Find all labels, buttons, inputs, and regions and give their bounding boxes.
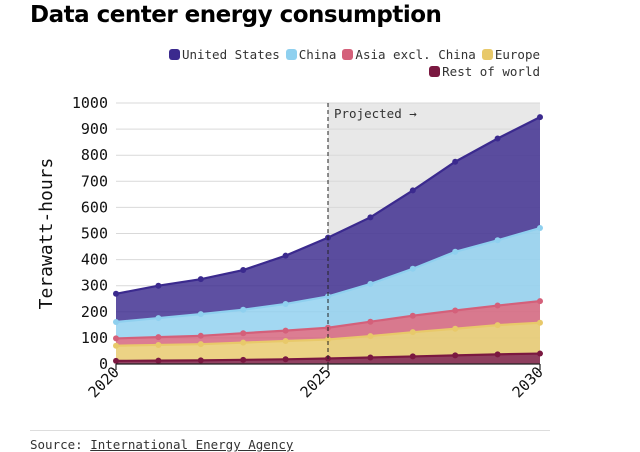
legend-item-asia-excl-china: Asia excl. China [342, 47, 476, 62]
point-rest-of-world-2021 [155, 357, 162, 364]
legend-swatch-china [285, 49, 297, 60]
point-china-2025 [325, 293, 331, 300]
y-tick-label-600: 600 [81, 198, 108, 216]
point-asia-excl-china-2029 [494, 302, 501, 309]
y-tick-label-100: 100 [81, 329, 108, 347]
point-china-2024 [282, 300, 289, 307]
y-axis-title: Terawatt-hours [36, 158, 57, 310]
y-tick-label-800: 800 [81, 146, 108, 164]
point-china-2020 [113, 318, 119, 325]
point-rest-of-world-2028 [452, 352, 459, 359]
point-asia-excl-china-2030 [537, 298, 543, 305]
point-asia-excl-china-2021 [155, 334, 162, 341]
point-europe-2030 [537, 319, 543, 326]
source-label: Source: [30, 437, 83, 452]
legend-item-united-states: United States [168, 47, 280, 62]
point-rest-of-world-2030 [537, 350, 543, 357]
point-europe-2029 [494, 322, 501, 329]
point-rest-of-world-2022 [197, 357, 204, 364]
y-tick-label-700: 700 [81, 172, 108, 190]
point-rest-of-world-2026 [367, 354, 374, 361]
chart-legend: United States China Asia excl. China Eur… [110, 46, 540, 80]
point-rest-of-world-2020 [113, 357, 119, 364]
point-china-2030 [537, 225, 543, 232]
source-note: Source: International Energy Agency [30, 437, 293, 452]
legend-item-china: China [285, 47, 337, 62]
legend-label-rest-of-world: Rest of world [442, 64, 540, 79]
legend-item-europe: Europe [481, 47, 540, 62]
point-europe-2020 [113, 342, 119, 349]
y-tick-label-200: 200 [81, 303, 108, 321]
point-asia-excl-china-2022 [197, 332, 204, 339]
point-asia-excl-china-2026 [367, 318, 374, 325]
point-asia-excl-china-2027 [409, 312, 416, 319]
point-china-2029 [494, 237, 501, 244]
point-europe-2026 [367, 333, 374, 340]
point-united-states-2022 [197, 276, 204, 283]
source-link[interactable]: International Energy Agency [90, 437, 294, 452]
point-china-2023 [240, 306, 247, 313]
point-europe-2021 [155, 341, 162, 348]
point-china-2021 [155, 315, 162, 322]
x-tick-label-2025: 2025 [297, 363, 335, 401]
legend-label-asia-excl-china: Asia excl. China [355, 47, 476, 62]
legend-swatch-united-states [168, 49, 180, 60]
point-rest-of-world-2024 [282, 356, 289, 363]
legend-label-china: China [298, 47, 337, 62]
point-united-states-2028 [452, 158, 459, 165]
legend-swatch-asia-excl-china [342, 49, 354, 60]
y-tick-label-0: 0 [99, 355, 108, 373]
chart-title: Data center energy consumption [30, 2, 442, 28]
point-rest-of-world-2023 [240, 356, 247, 363]
point-asia-excl-china-2024 [282, 327, 289, 334]
y-tick-label-900: 900 [81, 120, 108, 138]
point-europe-2023 [240, 339, 247, 346]
legend-label-united-states: United States [181, 47, 280, 62]
point-china-2028 [452, 248, 459, 255]
point-united-states-2026 [367, 214, 374, 221]
point-asia-excl-china-2020 [113, 335, 119, 342]
projected-label: Projected → [334, 106, 417, 121]
area-china [116, 228, 540, 339]
point-europe-2022 [197, 341, 204, 348]
point-united-states-2023 [240, 267, 247, 274]
legend-swatch-europe [481, 49, 493, 60]
point-united-states-2027 [409, 187, 416, 194]
point-asia-excl-china-2023 [240, 330, 247, 337]
point-rest-of-world-2029 [494, 351, 501, 358]
point-rest-of-world-2027 [409, 353, 416, 360]
point-united-states-2020 [113, 290, 119, 297]
point-europe-2027 [409, 329, 416, 336]
point-europe-2025 [325, 336, 331, 343]
point-asia-excl-china-2028 [452, 307, 459, 314]
point-united-states-2021 [155, 282, 162, 289]
y-tick-label-300: 300 [81, 277, 108, 295]
x-tick-label-2020: 2020 [85, 363, 123, 401]
point-europe-2024 [282, 338, 289, 345]
y-tick-label-500: 500 [81, 225, 108, 243]
x-tick-label-2030: 2030 [509, 363, 547, 401]
point-china-2027 [409, 265, 416, 272]
point-united-states-2029 [494, 135, 501, 142]
point-china-2026 [367, 280, 374, 287]
legend-label-europe: Europe [494, 47, 540, 62]
y-tick-label-1000: 1000 [72, 94, 108, 112]
legend-swatch-rest-of-world [429, 66, 441, 77]
footer-divider [30, 430, 550, 431]
legend-item-rest-of-world: Rest of world [429, 64, 540, 79]
point-europe-2028 [452, 325, 459, 332]
y-tick-label-400: 400 [81, 251, 108, 269]
point-united-states-2030 [537, 114, 543, 121]
stacked-area-chart: Projected → 0 100 200 300 400 500 600 700 800 900… [36, 94, 547, 401]
point-china-2022 [197, 311, 204, 318]
point-united-states-2024 [282, 252, 289, 259]
